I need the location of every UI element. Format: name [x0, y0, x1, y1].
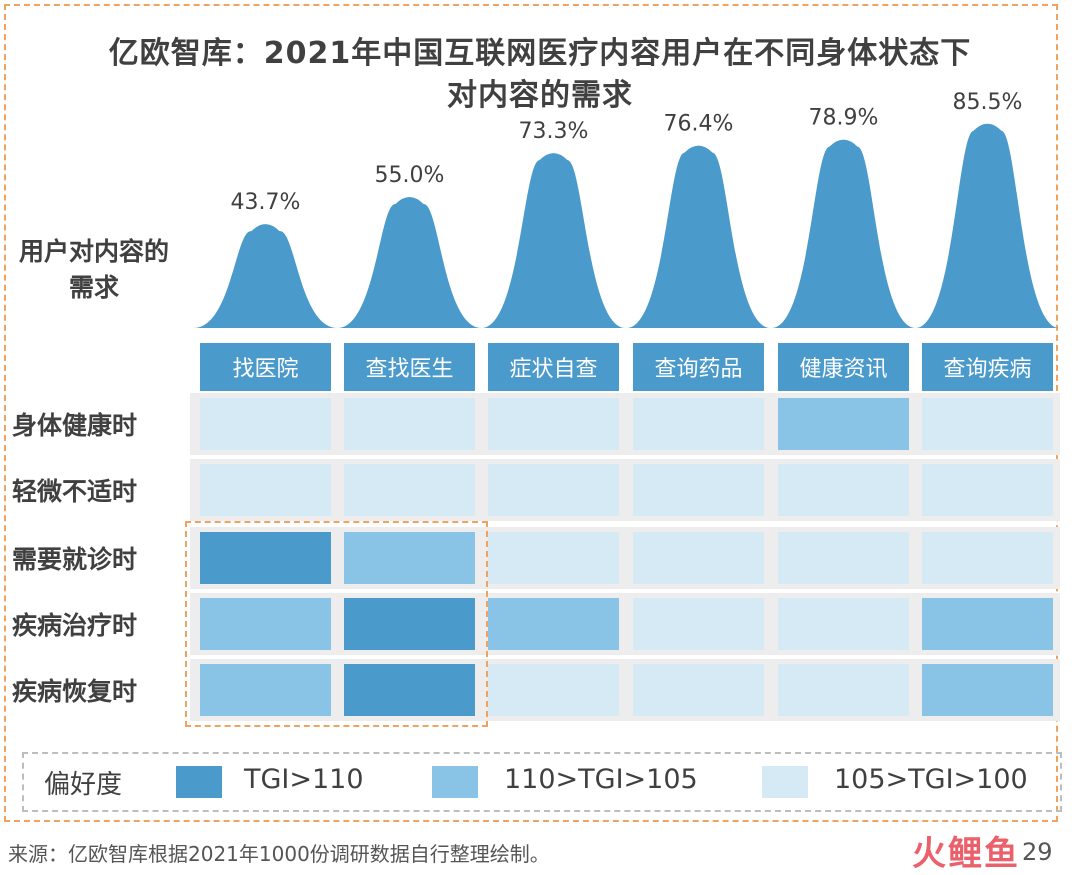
- heatmap-cell: [633, 398, 764, 450]
- heatmap-cell: [344, 464, 475, 516]
- legend-swatch-low: [762, 766, 808, 798]
- legend-swatch-high: [176, 766, 222, 798]
- peak-症状自查: [481, 153, 626, 328]
- row-band: [190, 527, 1060, 589]
- peak-找医院: [193, 224, 338, 328]
- heatmap-cell: [488, 532, 619, 584]
- heatmap-cell: [488, 464, 619, 516]
- legend-label-high: TGI>110: [244, 764, 364, 795]
- peak-value-label: 73.3%: [519, 119, 589, 144]
- row-label: 需要就诊时: [12, 545, 138, 574]
- column-header: 查询疾病: [922, 343, 1053, 391]
- heatmap-cell: [778, 532, 909, 584]
- heatmap-cell: [922, 398, 1053, 450]
- heatmap-cell: [344, 532, 475, 584]
- row-label: 疾病恢复时: [12, 677, 138, 706]
- heatmap-cell: [200, 398, 331, 450]
- heatmap-cell: [200, 598, 331, 650]
- heatmap-cell: [488, 664, 619, 716]
- legend-title: 偏好度: [44, 770, 123, 800]
- heatmap-cell: [344, 598, 475, 650]
- page-number: 29: [1022, 838, 1053, 866]
- legend-label-mid: 110>TGI>105: [504, 764, 698, 795]
- row-label: 身体健康时: [12, 411, 138, 440]
- heatmap-cell: [200, 664, 331, 716]
- peak-查找医生: [337, 197, 482, 328]
- heatmap-cell: [633, 598, 764, 650]
- peak-value-label: 55.0%: [375, 163, 445, 188]
- peak-value-label: 85.5%: [953, 90, 1023, 115]
- heatmap-cell: [778, 664, 909, 716]
- legend-swatch-mid: [432, 766, 478, 798]
- heatmap-cell: [200, 532, 331, 584]
- peak-value-label: 76.4%: [664, 112, 734, 137]
- heatmap-cell: [344, 664, 475, 716]
- highlight-box: [185, 521, 488, 727]
- column-header: 健康资讯: [778, 343, 909, 391]
- heatmap-cell: [633, 532, 764, 584]
- source-note: 来源：亿欧智库根据2021年1000份调研数据自行整理绘制。: [8, 842, 550, 866]
- row-band: [190, 459, 1060, 521]
- heatmap-cell: [922, 598, 1053, 650]
- demand-label: 用户对内容的需求: [18, 237, 169, 302]
- heatmap-cell: [778, 464, 909, 516]
- heatmap-cell: [488, 398, 619, 450]
- row-band: [190, 659, 1060, 721]
- heatmap-cell: [922, 664, 1053, 716]
- legend-label-low: 105>TGI>100: [834, 764, 1028, 795]
- watermark-logo: 火鲤鱼: [912, 834, 1020, 874]
- heatmap-cell: [922, 464, 1053, 516]
- peak-查询药品: [626, 145, 771, 328]
- column-header: 找医院: [200, 343, 331, 391]
- heatmap-cell: [633, 464, 764, 516]
- page-title: 亿欧智库：2021年中国互联网医疗内容用户在不同身体状态下: [108, 36, 972, 71]
- demand-peak-chart: 43.7% 55.0% 73.3% 76.4% 78.9% 85.5%: [193, 90, 1060, 328]
- row-band: [190, 593, 1060, 655]
- heatmap-cell: [778, 598, 909, 650]
- heatmap-cell: [200, 464, 331, 516]
- row-band: [190, 393, 1060, 455]
- peak-查询疾病: [915, 123, 1060, 328]
- heatmap-cell: [488, 598, 619, 650]
- peak-value-label: 78.9%: [809, 106, 879, 131]
- heatmap-cell: [633, 664, 764, 716]
- heatmap-cell: [922, 532, 1053, 584]
- row-label: 轻微不适时: [12, 477, 138, 506]
- legend: 偏好度 TGI>110 110>TGI>105 105>TGI>100: [22, 752, 1062, 812]
- page-title-line2: 对内容的需求: [447, 78, 633, 113]
- column-header: 查询药品: [633, 343, 764, 391]
- peak-健康资讯: [771, 139, 916, 328]
- peak-value-label: 43.7%: [231, 190, 301, 215]
- row-label: 疾病治疗时: [12, 611, 138, 640]
- heatmap-cell: [778, 398, 909, 450]
- column-header: 症状自查: [488, 343, 619, 391]
- heatmap-cell: [344, 398, 475, 450]
- column-header: 查找医生: [344, 343, 475, 391]
